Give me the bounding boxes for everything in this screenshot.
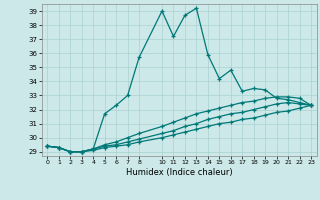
X-axis label: Humidex (Indice chaleur): Humidex (Indice chaleur) [126, 168, 233, 177]
